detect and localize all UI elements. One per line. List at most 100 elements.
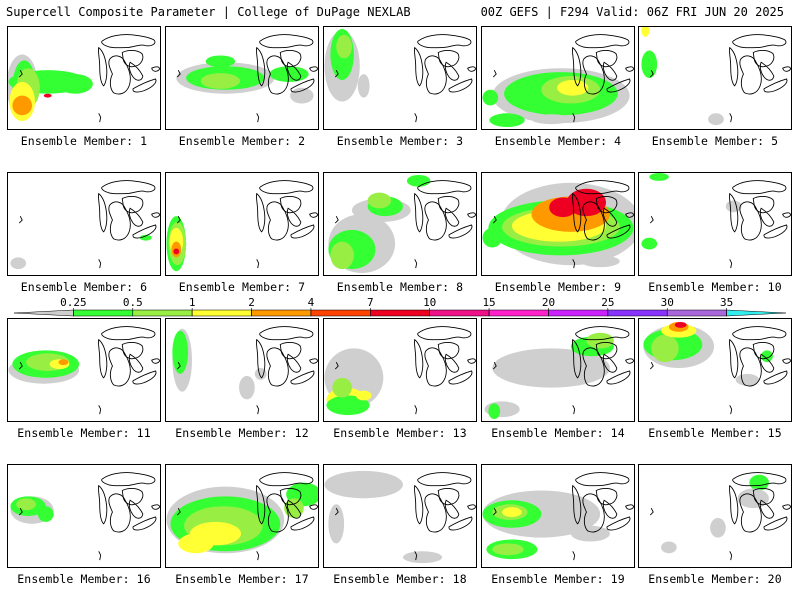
colorbar-segment [251, 309, 312, 317]
member-label: Ensemble Member: 12 [175, 426, 309, 440]
scp-contour-area [674, 321, 687, 328]
scp-contour-area [328, 504, 345, 544]
member-label: Ensemble Member: 10 [648, 280, 782, 294]
great-lakes-outline [649, 180, 791, 269]
member-label: Ensemble Member: 4 [494, 134, 622, 148]
ensemble-member-map [7, 318, 161, 422]
ensemble-member-map [7, 464, 161, 568]
member-label: Ensemble Member: 11 [17, 426, 151, 440]
scp-contour-area [284, 498, 304, 518]
member-field-map [176, 34, 318, 123]
scp-contour-area [586, 332, 614, 349]
ensemble-member-map [7, 26, 161, 130]
great-lakes-outline [334, 326, 476, 415]
scp-contour-area [205, 55, 236, 68]
scp-shading-layer [482, 490, 610, 560]
great-lakes-outline [334, 472, 476, 561]
scp-shading-layer [641, 173, 742, 250]
member-label: Ensemble Member: 9 [494, 280, 622, 294]
scp-contour-area [58, 359, 69, 366]
scp-contour-area [12, 95, 33, 116]
scp-shading-layer [324, 28, 370, 102]
ensemble-member-map [481, 318, 635, 422]
scp-contour-area [482, 89, 499, 106]
scp-contour-area [710, 517, 726, 538]
colorbar-tick-label: 0.5 [123, 296, 143, 309]
scp-contour-area [641, 237, 658, 250]
scp-shading-layer [324, 348, 384, 416]
member-field-map [166, 472, 318, 561]
colorbar-tick-label: 4 [308, 296, 315, 309]
scp-contour-area [737, 488, 769, 509]
scp-shading-layer [661, 474, 769, 554]
colorbar-tick-label: 20 [542, 296, 555, 309]
colorbar-segment [73, 309, 134, 317]
colorbar-segment [132, 309, 193, 317]
great-lakes-outline [334, 34, 476, 123]
great-lakes-outline [176, 472, 318, 561]
member-field-map [172, 326, 318, 415]
ensemble-member-map [323, 26, 477, 130]
colorbar-tick-label: 0.25 [60, 296, 87, 309]
member-field-map [484, 326, 634, 420]
ensemble-member-map [165, 464, 319, 568]
scp-contour-area [254, 368, 267, 380]
ensemble-member-map [323, 172, 477, 276]
scp-contour-area [139, 234, 152, 241]
great-lakes-outline [492, 34, 634, 123]
scp-contour-area [580, 255, 620, 268]
scp-shading-layer [10, 496, 54, 524]
scp-contour-area [200, 73, 241, 89]
ensemble-member-map [481, 26, 635, 130]
ensemble-member-map [7, 172, 161, 276]
ensemble-member-map [165, 318, 319, 422]
member-label: Ensemble Member: 5 [651, 134, 779, 148]
member-field-map [10, 180, 160, 270]
member-label: Ensemble Member: 7 [178, 280, 306, 294]
scp-contour-area [290, 87, 314, 104]
member-field-map [641, 173, 791, 269]
scp-shading-layer [328, 174, 431, 274]
member-field-map [324, 28, 476, 123]
scp-contour-area [178, 533, 214, 554]
colorbar-segment [310, 309, 371, 317]
member-label: Ensemble Member: 1 [20, 134, 148, 148]
colorbar-tick-label: 35 [720, 296, 733, 309]
great-lakes-outline [649, 326, 791, 415]
scp-contour-area [239, 375, 255, 400]
scp-contour-area [489, 113, 525, 128]
great-lakes-outline [649, 34, 791, 123]
colorbar-segment [666, 309, 727, 317]
scp-shading-layer [482, 182, 634, 268]
scp-contour-area [488, 403, 501, 420]
scp-shading-layer [643, 321, 773, 386]
member-field-map [643, 321, 791, 415]
member-label: Ensemble Member: 13 [333, 426, 467, 440]
scp-contour-area [641, 50, 658, 78]
scp-contour-area [367, 192, 392, 209]
colorbar-tick-label: 15 [482, 296, 495, 309]
scp-contour-area [402, 551, 443, 564]
colorbar-segment [607, 309, 668, 317]
ensemble-member-map [638, 464, 792, 568]
great-lakes-outline [492, 180, 634, 269]
great-lakes-outline [18, 472, 160, 561]
member-field-map [649, 472, 791, 561]
scp-contour-area [725, 200, 742, 213]
great-lakes-outline [18, 326, 160, 415]
scp-contour-area [649, 173, 669, 181]
scp-shading-layer [641, 27, 724, 126]
scp-contour-area [761, 350, 773, 363]
colorbar-tick-label: 2 [248, 296, 255, 309]
colorbar-segment [488, 309, 549, 317]
member-label: Ensemble Member: 3 [336, 134, 464, 148]
great-lakes-outline [649, 472, 791, 561]
scp-contour-area [10, 257, 27, 270]
member-field-map [324, 326, 476, 416]
scp-shading-layer [166, 216, 187, 272]
scp-shading-layer [166, 482, 318, 554]
member-field-map [641, 27, 791, 126]
scp-contour-area [324, 470, 403, 499]
scp-contour-area [749, 474, 769, 491]
colorbar-tick-label: 25 [601, 296, 614, 309]
